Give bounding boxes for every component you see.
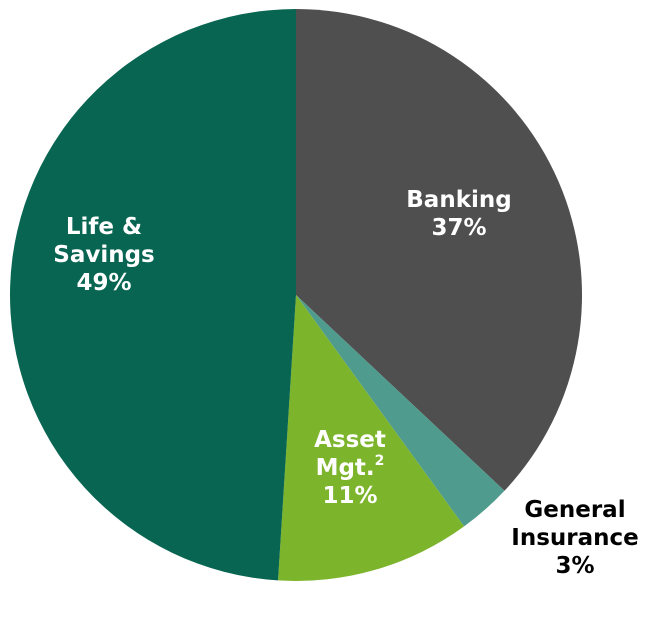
- pie-slice-life-savings: [10, 9, 296, 580]
- pie-value-label: 37%: [431, 215, 486, 241]
- pie-label-line: Asset: [314, 427, 386, 453]
- pie-label-line: Mgt.2: [316, 453, 385, 481]
- pie-value-label: 3%: [555, 553, 594, 579]
- pie-label-line: Insurance: [511, 525, 638, 551]
- footnote-marker: 2: [375, 453, 385, 469]
- pie-label-asset-mgt: Asset Mgt.2 11%: [314, 427, 386, 509]
- pie-label-line: Life &: [66, 214, 142, 240]
- pie-label-line: Savings: [53, 242, 155, 268]
- pie-value-label: 11%: [322, 483, 377, 509]
- pie-label-line: Banking: [406, 187, 511, 213]
- pie-label-general-insurance: General Insurance 3%: [511, 497, 638, 579]
- pie-label-line: General: [524, 497, 625, 523]
- pie-value-label: 49%: [76, 270, 131, 296]
